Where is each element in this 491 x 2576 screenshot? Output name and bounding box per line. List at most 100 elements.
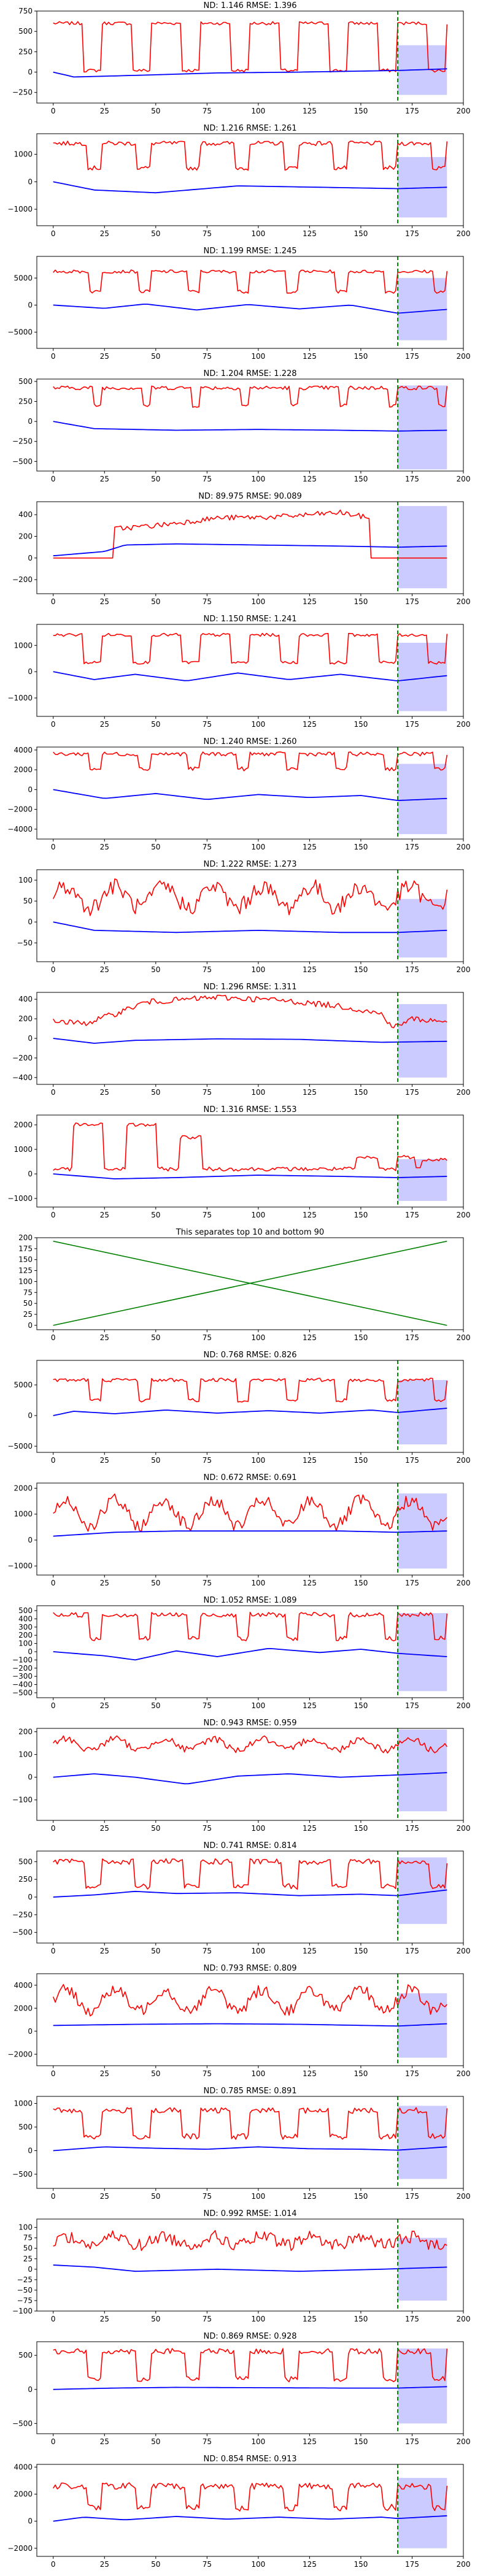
y-tick-label: 100 [18, 2223, 33, 2232]
x-tick-label: 50 [151, 1456, 160, 1465]
y-tick-label: 200 [18, 1728, 33, 1736]
x-tick-label: 200 [457, 965, 471, 974]
plot-area [53, 2342, 448, 2434]
y-tick-label: 1000 [14, 2099, 33, 2108]
y-tick-label: 25 [23, 2255, 33, 2263]
y-tick-label: −2000 [7, 805, 33, 814]
plot-area [53, 11, 448, 103]
x-tick-label: 50 [151, 2069, 160, 2078]
y-tick-label: 0 [28, 2146, 33, 2155]
y-tick-label: −1000 [7, 205, 33, 213]
plot-area [53, 1115, 447, 1207]
x-tick-label: 175 [405, 2069, 419, 2078]
x-tick-label: 25 [100, 2315, 109, 2323]
forecast-series-line [53, 68, 447, 78]
x-tick-label: 75 [203, 965, 212, 974]
x-tick-label: 175 [405, 2315, 419, 2323]
prediction-interval [398, 2237, 447, 2301]
x-tick-label: 0 [51, 2560, 56, 2569]
plot-area [52, 870, 448, 962]
chart-panel-17: ND: 0.793 RMSE: 0.809 0 25 50 75 100 125 150 175… [7, 1964, 470, 2078]
x-tick-label: 125 [303, 597, 317, 606]
x-tick-label: 50 [151, 843, 160, 851]
axes-frame [36, 1973, 464, 2066]
chart-title: ND: 1.296 RMSE: 1.311 [203, 983, 296, 992]
plot-area [53, 1606, 448, 1698]
chart-panel-14: ND: 1.052 RMSE: 1.089 0 25 50 75 100 125 150 175… [12, 1596, 470, 1710]
axes-frame [36, 501, 464, 594]
chart-title: ND: 1.204 RMSE: 1.228 [203, 369, 296, 378]
axes-frame [36, 1114, 464, 1208]
target-series-line [53, 140, 448, 171]
chart-title: ND: 0.943 RMSE: 0.959 [203, 1719, 296, 1728]
x-tick-label: 50 [151, 1701, 160, 1710]
axes-frame [36, 1482, 464, 1576]
x-tick-label: 200 [457, 2192, 471, 2201]
plot-area [53, 134, 448, 226]
x-tick-label: 25 [100, 2192, 109, 2201]
y-tick-label: 200 [18, 1631, 33, 1639]
chart-panel-2: ND: 1.216 RMSE: 1.261 0 25 50 75 100 125 150 175… [7, 124, 470, 238]
x-tick-label: 75 [203, 597, 212, 606]
x-tick-label: 50 [151, 720, 160, 729]
y-tick-label: 0 [28, 554, 33, 562]
x-tick-label: 125 [303, 2560, 317, 2569]
x-tick-label: 125 [303, 2437, 317, 2446]
y-tick-label: 125 [18, 1267, 33, 1275]
forecast-series-line [53, 1530, 447, 1537]
y-tick-label: 0 [28, 1647, 33, 1656]
y-tick-label: −100 [12, 1796, 33, 1804]
plot-area [53, 379, 448, 471]
forecast-series-line [53, 543, 447, 557]
chart-panel-18: ND: 0.785 RMSE: 0.891 0 25 50 75 100 125 150 175… [12, 2087, 470, 2201]
target-series-line [53, 632, 448, 665]
x-tick-label: 25 [100, 352, 109, 361]
x-tick-label: 200 [457, 2560, 471, 2569]
forecast-series-line [53, 2146, 447, 2152]
y-tick-label: 2000 [14, 1121, 33, 1129]
x-tick-label: 50 [151, 1333, 160, 1342]
x-tick-label: 100 [251, 2069, 265, 2078]
y-tick-label: −75 [17, 2296, 33, 2305]
plot-area [53, 1851, 448, 1943]
x-tick-label: 25 [100, 1824, 109, 1833]
x-tick-label: 100 [251, 1579, 265, 1587]
y-tick-label: 75 [23, 1288, 33, 1297]
x-tick-label: 50 [151, 2315, 160, 2323]
x-tick-label: 150 [354, 1701, 368, 1710]
y-tick-label: 0 [28, 1893, 33, 1901]
y-tick-label: 400 [18, 1614, 33, 1623]
x-tick-label: 125 [303, 1701, 317, 1710]
x-tick-label: 0 [51, 229, 56, 238]
y-tick-label: 400 [18, 510, 33, 519]
x-tick-label: 175 [405, 1456, 419, 1465]
prediction-interval [398, 2348, 447, 2424]
x-tick-label: 0 [51, 1824, 56, 1833]
x-tick-label: 100 [251, 1088, 265, 1097]
x-tick-label: 125 [303, 1333, 317, 1342]
x-tick-label: 0 [51, 2315, 56, 2323]
x-tick-label: 75 [203, 2069, 212, 2078]
axes-frame [36, 869, 464, 962]
x-tick-label: 50 [151, 2192, 160, 2201]
y-tick-label: −200 [12, 575, 33, 584]
x-tick-label: 0 [51, 720, 56, 729]
y-tick-label: 50 [23, 897, 33, 905]
y-tick-label: 2000 [14, 765, 33, 774]
target-series-line [53, 385, 448, 408]
x-tick-label: 25 [100, 720, 109, 729]
x-tick-label: 200 [457, 1824, 471, 1833]
chart-title: ND: 1.199 RMSE: 1.245 [203, 247, 296, 256]
forecast-series-line [53, 1038, 447, 1044]
x-tick-label: 100 [251, 475, 265, 483]
chart-panel-5: ND: 89.975 RMSE: 90.089 0 25 50 75 100 125 150 1… [12, 492, 470, 606]
x-tick-label: 175 [405, 107, 419, 115]
y-tick-label: −500 [12, 2419, 33, 2428]
y-tick-label: 500 [18, 1857, 33, 1866]
x-tick-label: 150 [354, 2560, 368, 2569]
y-tick-label: −400 [12, 1681, 33, 1689]
axes-frame [36, 1728, 464, 1821]
x-tick-label: 150 [354, 2069, 368, 2078]
prediction-interval [398, 1159, 447, 1201]
y-tick-label: 5000 [14, 274, 33, 282]
